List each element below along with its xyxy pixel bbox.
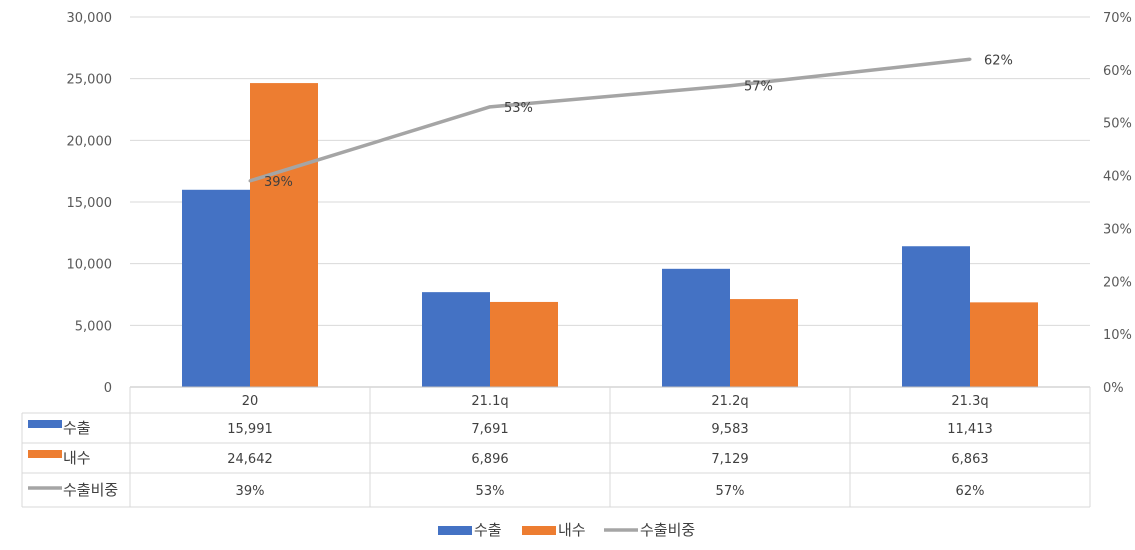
table-cell: 7,129 — [711, 452, 748, 467]
share-point — [248, 179, 252, 183]
right-tick-label: 30% — [1103, 222, 1132, 237]
right-axis: 0% 10% 20% 30% 40% 50% 60% 70% — [1103, 11, 1132, 396]
left-axis: 0 5,000 10,000 15,000 20,000 25,000 30,000 — [67, 11, 113, 396]
bar-export — [902, 246, 970, 387]
table-cell: 57% — [716, 484, 745, 499]
bar-domestic — [490, 301, 558, 387]
table-cell: 24,642 — [227, 452, 273, 467]
legend-label: 내수 — [558, 521, 586, 539]
left-tick-label: 30,000 — [67, 11, 113, 26]
table-cell: 9,583 — [711, 422, 748, 437]
bar-export — [182, 189, 250, 387]
right-tick-label: 70% — [1103, 11, 1132, 26]
table-cell: 7,691 — [471, 422, 508, 437]
table-legend-key — [28, 420, 62, 428]
legend: 수출 내수 수출비중 — [438, 521, 695, 539]
table-cell: 39% — [236, 484, 265, 499]
share-line: 39% 53% 57% 62% — [248, 53, 1013, 190]
category-label: 21.2q — [711, 394, 748, 409]
share-data-label: 39% — [264, 175, 293, 190]
table-cell: 53% — [476, 484, 505, 499]
bar-domestic — [250, 83, 318, 387]
table-series-name: 내수 — [63, 449, 91, 467]
table-series-name: 수출비중 — [63, 481, 118, 499]
share-point — [728, 84, 732, 88]
right-tick-label: 10% — [1103, 328, 1132, 343]
right-tick-label: 60% — [1103, 64, 1132, 79]
share-point — [488, 105, 492, 109]
legend-label: 수출비중 — [640, 521, 695, 539]
left-tick-label: 0 — [104, 381, 112, 396]
bar-export — [662, 268, 730, 387]
table-cell: 6,863 — [951, 452, 988, 467]
right-tick-label: 0% — [1103, 381, 1124, 396]
category-label: 21.3q — [951, 394, 988, 409]
right-tick-label: 40% — [1103, 170, 1132, 185]
table-cell: 15,991 — [227, 422, 273, 437]
right-tick-label: 20% — [1103, 275, 1132, 290]
share-point — [968, 57, 972, 61]
share-data-label: 53% — [504, 101, 533, 116]
right-tick-label: 50% — [1103, 117, 1132, 132]
share-data-label: 62% — [984, 53, 1013, 68]
left-tick-label: 15,000 — [67, 196, 113, 211]
share-line-path — [249, 57, 971, 183]
bars — [182, 83, 1038, 387]
legend-key — [438, 526, 472, 535]
table-cell: 11,413 — [947, 422, 993, 437]
left-tick-label: 25,000 — [67, 73, 113, 88]
bar-export — [422, 292, 490, 387]
category-label: 20 — [242, 394, 259, 409]
share-data-label: 57% — [744, 80, 773, 95]
table-cell: 62% — [956, 484, 985, 499]
table-legend-key — [28, 450, 62, 458]
category-label: 21.1q — [471, 394, 508, 409]
left-tick-label: 20,000 — [67, 134, 113, 149]
data-table: 20 21.1q 21.2q 21.3q 수출 15,991 7,691 9,583 11,41… — [21, 386, 1091, 508]
table-series-name: 수출 — [63, 419, 91, 437]
legend-key — [522, 526, 556, 535]
legend-label: 수출 — [474, 521, 502, 539]
table-cell: 6,896 — [471, 452, 508, 467]
bar-domestic — [970, 302, 1038, 387]
left-tick-label: 10,000 — [67, 258, 113, 273]
left-tick-label: 5,000 — [75, 319, 112, 334]
bar-domestic — [730, 299, 798, 387]
